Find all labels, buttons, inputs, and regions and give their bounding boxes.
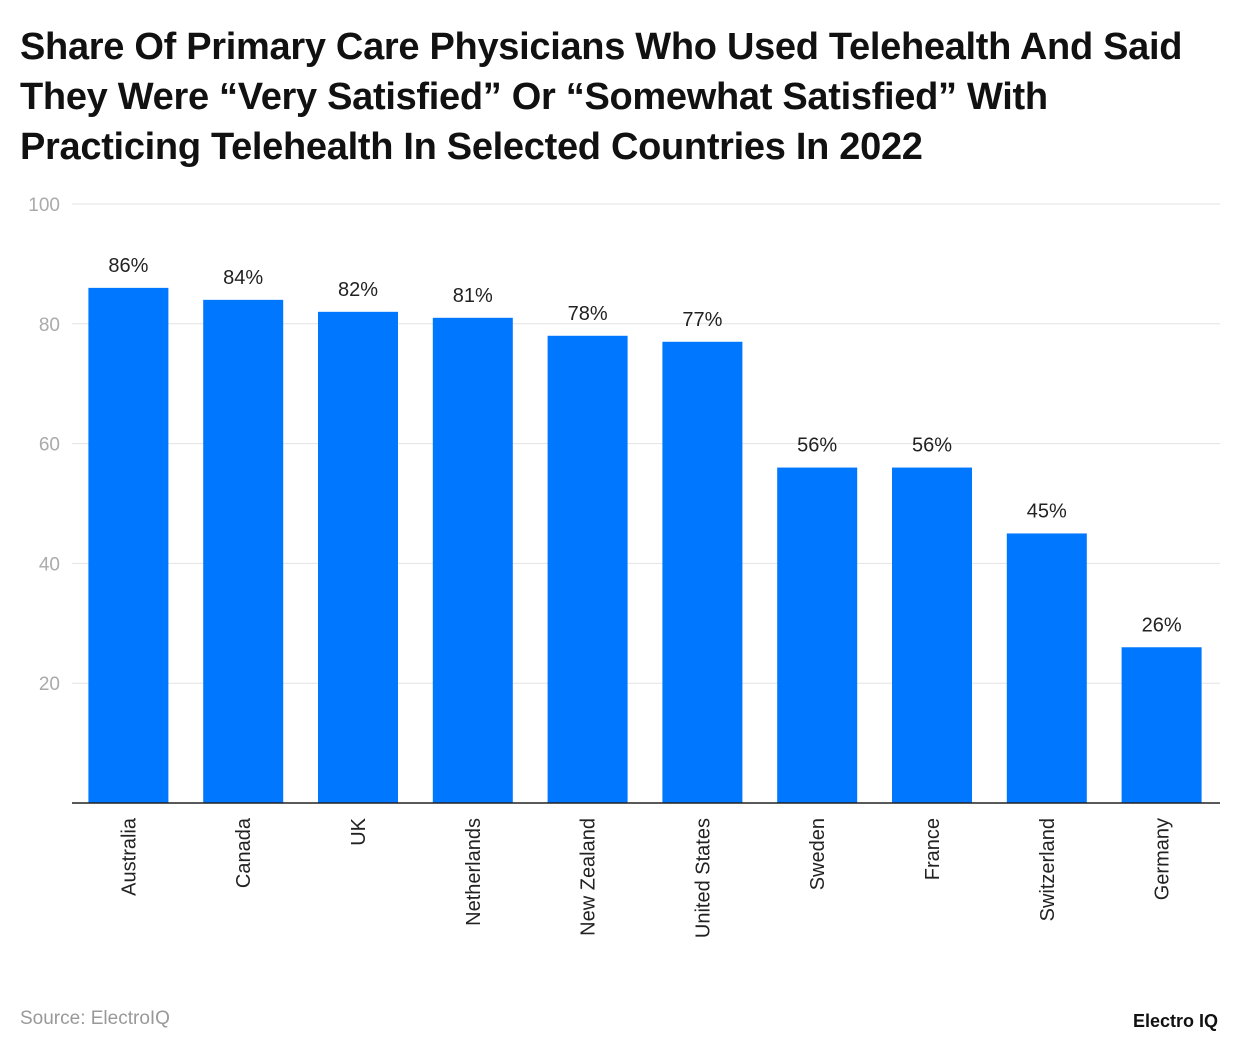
x-tick-label: Sweden — [807, 818, 829, 890]
data-label: 84% — [223, 267, 263, 289]
y-tick-label: 40 — [39, 554, 60, 575]
data-label: 81% — [453, 285, 493, 307]
data-label: 82% — [338, 279, 378, 301]
x-tick-label: Germany — [1152, 818, 1174, 900]
data-label: 78% — [568, 303, 608, 325]
y-tick-label: 100 — [28, 195, 60, 216]
data-label: 56% — [797, 435, 837, 457]
bar-new-zealand — [547, 335, 628, 803]
x-tick-label: Switzerland — [1037, 818, 1059, 921]
y-tick-label: 80 — [39, 315, 60, 336]
y-tick-label: 60 — [39, 435, 60, 456]
bar-sweden — [777, 467, 858, 803]
x-tick-label: France — [922, 818, 944, 880]
chart-title: Share Of Primary Care Physicians Who Use… — [20, 26, 1183, 168]
electroiq-logo: Electro IQ — [1132, 1011, 1218, 1031]
bar-chart: 20 40 60 80 100 86% Australia 84% Canada 82% UK 81%… — [28, 195, 1220, 938]
data-label: 86% — [108, 255, 148, 277]
data-label: 56% — [912, 435, 952, 457]
x-tick-label: New Zealand — [578, 818, 600, 936]
data-label: 77% — [682, 309, 722, 331]
bar-france — [892, 467, 972, 803]
bar-australia — [88, 287, 169, 803]
source-note: Source: ElectroIQ — [20, 1008, 170, 1029]
x-tick-label: UK — [348, 817, 370, 845]
x-tick-label: Netherlands — [463, 818, 485, 926]
bar-switzerland — [1006, 533, 1087, 803]
data-label: 45% — [1027, 500, 1067, 522]
y-tick-label: 20 — [39, 674, 60, 695]
bar-canada — [203, 299, 284, 803]
data-label: 26% — [1142, 614, 1182, 636]
bar-germany — [1121, 647, 1202, 803]
x-tick-label: Canada — [233, 817, 255, 888]
bar-netherlands — [432, 317, 513, 803]
x-tick-label: United States — [692, 818, 714, 938]
x-tick-label: Australia — [118, 817, 140, 896]
bar-united-states — [662, 341, 743, 803]
bar-uk — [318, 311, 398, 803]
